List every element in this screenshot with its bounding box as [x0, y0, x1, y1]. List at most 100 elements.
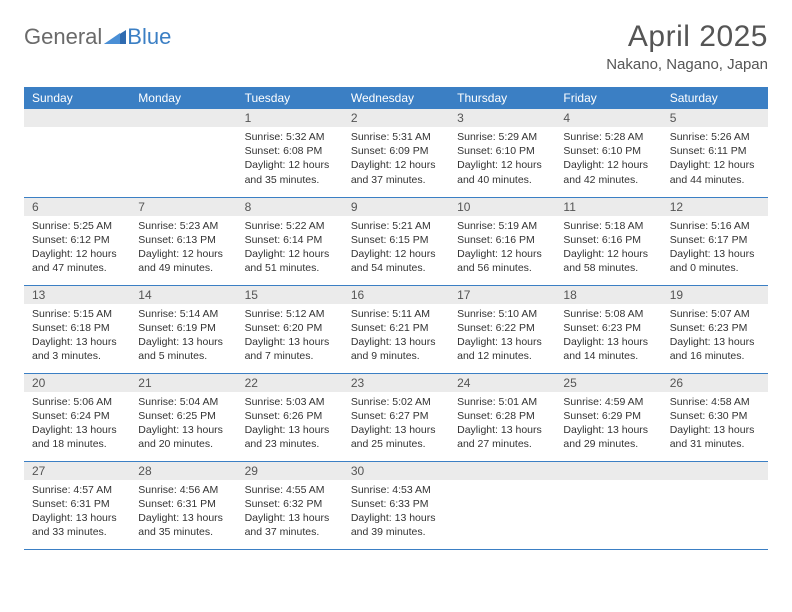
day-details: Sunrise: 5:22 AMSunset: 6:14 PMDaylight:…	[237, 216, 343, 280]
calendar-cell: 9Sunrise: 5:21 AMSunset: 6:15 PMDaylight…	[343, 197, 449, 285]
day-details: Sunrise: 4:57 AMSunset: 6:31 PMDaylight:…	[24, 480, 130, 544]
day-details: Sunrise: 5:31 AMSunset: 6:09 PMDaylight:…	[343, 127, 449, 191]
day-number: 25	[555, 374, 661, 392]
calendar-cell: 2Sunrise: 5:31 AMSunset: 6:09 PMDaylight…	[343, 109, 449, 197]
day-details: Sunrise: 5:11 AMSunset: 6:21 PMDaylight:…	[343, 304, 449, 368]
calendar-cell: 28Sunrise: 4:56 AMSunset: 6:31 PMDayligh…	[130, 461, 236, 549]
day-number: 2	[343, 109, 449, 127]
brand-part1: General	[24, 24, 102, 50]
calendar-cell: 18Sunrise: 5:08 AMSunset: 6:23 PMDayligh…	[555, 285, 661, 373]
day-number: 21	[130, 374, 236, 392]
calendar-row: 6Sunrise: 5:25 AMSunset: 6:12 PMDaylight…	[24, 197, 768, 285]
day-details: Sunrise: 5:15 AMSunset: 6:18 PMDaylight:…	[24, 304, 130, 368]
day-details: Sunrise: 5:21 AMSunset: 6:15 PMDaylight:…	[343, 216, 449, 280]
day-details: Sunrise: 4:55 AMSunset: 6:32 PMDaylight:…	[237, 480, 343, 544]
calendar-cell: 30Sunrise: 4:53 AMSunset: 6:33 PMDayligh…	[343, 461, 449, 549]
calendar-cell: 17Sunrise: 5:10 AMSunset: 6:22 PMDayligh…	[449, 285, 555, 373]
weekday-header: Monday	[130, 87, 236, 109]
day-number: 29	[237, 462, 343, 480]
calendar-cell: 19Sunrise: 5:07 AMSunset: 6:23 PMDayligh…	[662, 285, 768, 373]
calendar-cell: 1Sunrise: 5:32 AMSunset: 6:08 PMDaylight…	[237, 109, 343, 197]
calendar-cell: 7Sunrise: 5:23 AMSunset: 6:13 PMDaylight…	[130, 197, 236, 285]
calendar-cell: 13Sunrise: 5:15 AMSunset: 6:18 PMDayligh…	[24, 285, 130, 373]
day-number: 6	[24, 198, 130, 216]
calendar-cell	[662, 461, 768, 549]
calendar-cell	[130, 109, 236, 197]
calendar-cell	[555, 461, 661, 549]
day-details: Sunrise: 5:16 AMSunset: 6:17 PMDaylight:…	[662, 216, 768, 280]
day-number: 28	[130, 462, 236, 480]
month-title: April 2025	[606, 20, 768, 54]
title-block: April 2025 Nakano, Nagano, Japan	[606, 20, 768, 73]
day-details: Sunrise: 4:56 AMSunset: 6:31 PMDaylight:…	[130, 480, 236, 544]
weekday-header: Friday	[555, 87, 661, 109]
calendar-cell: 23Sunrise: 5:02 AMSunset: 6:27 PMDayligh…	[343, 373, 449, 461]
day-number: 26	[662, 374, 768, 392]
day-number: 27	[24, 462, 130, 480]
calendar-cell: 4Sunrise: 5:28 AMSunset: 6:10 PMDaylight…	[555, 109, 661, 197]
weekday-header: Thursday	[449, 87, 555, 109]
day-details: Sunrise: 5:23 AMSunset: 6:13 PMDaylight:…	[130, 216, 236, 280]
day-details: Sunrise: 5:18 AMSunset: 6:16 PMDaylight:…	[555, 216, 661, 280]
calendar-cell: 14Sunrise: 5:14 AMSunset: 6:19 PMDayligh…	[130, 285, 236, 373]
day-number: 20	[24, 374, 130, 392]
brand-part2: Blue	[127, 24, 171, 50]
day-details: Sunrise: 5:01 AMSunset: 6:28 PMDaylight:…	[449, 392, 555, 456]
calendar-cell: 15Sunrise: 5:12 AMSunset: 6:20 PMDayligh…	[237, 285, 343, 373]
calendar-cell: 11Sunrise: 5:18 AMSunset: 6:16 PMDayligh…	[555, 197, 661, 285]
day-details: Sunrise: 4:59 AMSunset: 6:29 PMDaylight:…	[555, 392, 661, 456]
calendar-row: 20Sunrise: 5:06 AMSunset: 6:24 PMDayligh…	[24, 373, 768, 461]
calendar-row: 27Sunrise: 4:57 AMSunset: 6:31 PMDayligh…	[24, 461, 768, 549]
calendar-cell: 16Sunrise: 5:11 AMSunset: 6:21 PMDayligh…	[343, 285, 449, 373]
day-number: 5	[662, 109, 768, 127]
day-number: 3	[449, 109, 555, 127]
header: General Blue April 2025 Nakano, Nagano, …	[24, 20, 768, 73]
day-details: Sunrise: 5:02 AMSunset: 6:27 PMDaylight:…	[343, 392, 449, 456]
calendar-cell: 27Sunrise: 4:57 AMSunset: 6:31 PMDayligh…	[24, 461, 130, 549]
weekday-header: Sunday	[24, 87, 130, 109]
day-details: Sunrise: 5:29 AMSunset: 6:10 PMDaylight:…	[449, 127, 555, 191]
calendar-cell: 22Sunrise: 5:03 AMSunset: 6:26 PMDayligh…	[237, 373, 343, 461]
day-details: Sunrise: 5:28 AMSunset: 6:10 PMDaylight:…	[555, 127, 661, 191]
day-details: Sunrise: 5:06 AMSunset: 6:24 PMDaylight:…	[24, 392, 130, 456]
calendar-cell: 6Sunrise: 5:25 AMSunset: 6:12 PMDaylight…	[24, 197, 130, 285]
weekday-header-row: Sunday Monday Tuesday Wednesday Thursday…	[24, 87, 768, 109]
day-number: 24	[449, 374, 555, 392]
weekday-header: Saturday	[662, 87, 768, 109]
day-number: 12	[662, 198, 768, 216]
day-details: Sunrise: 5:26 AMSunset: 6:11 PMDaylight:…	[662, 127, 768, 191]
calendar-cell: 5Sunrise: 5:26 AMSunset: 6:11 PMDaylight…	[662, 109, 768, 197]
day-number: 15	[237, 286, 343, 304]
day-number: 9	[343, 198, 449, 216]
calendar-cell: 20Sunrise: 5:06 AMSunset: 6:24 PMDayligh…	[24, 373, 130, 461]
location: Nakano, Nagano, Japan	[606, 56, 768, 73]
weekday-header: Tuesday	[237, 87, 343, 109]
day-details: Sunrise: 5:19 AMSunset: 6:16 PMDaylight:…	[449, 216, 555, 280]
day-number: 14	[130, 286, 236, 304]
day-details: Sunrise: 5:25 AMSunset: 6:12 PMDaylight:…	[24, 216, 130, 280]
calendar-cell: 3Sunrise: 5:29 AMSunset: 6:10 PMDaylight…	[449, 109, 555, 197]
day-details: Sunrise: 5:14 AMSunset: 6:19 PMDaylight:…	[130, 304, 236, 368]
day-number: 10	[449, 198, 555, 216]
day-number: 23	[343, 374, 449, 392]
calendar-cell: 24Sunrise: 5:01 AMSunset: 6:28 PMDayligh…	[449, 373, 555, 461]
calendar-cell	[449, 461, 555, 549]
day-number: 16	[343, 286, 449, 304]
day-details: Sunrise: 5:32 AMSunset: 6:08 PMDaylight:…	[237, 127, 343, 191]
calendar-cell: 26Sunrise: 4:58 AMSunset: 6:30 PMDayligh…	[662, 373, 768, 461]
weekday-header: Wednesday	[343, 87, 449, 109]
day-number: 22	[237, 374, 343, 392]
day-details: Sunrise: 5:10 AMSunset: 6:22 PMDaylight:…	[449, 304, 555, 368]
calendar-cell: 10Sunrise: 5:19 AMSunset: 6:16 PMDayligh…	[449, 197, 555, 285]
day-number: 30	[343, 462, 449, 480]
day-number: 1	[237, 109, 343, 127]
day-number: 17	[449, 286, 555, 304]
day-details: Sunrise: 5:12 AMSunset: 6:20 PMDaylight:…	[237, 304, 343, 368]
day-number: 13	[24, 286, 130, 304]
day-number: 11	[555, 198, 661, 216]
calendar-cell	[24, 109, 130, 197]
calendar-row: 1Sunrise: 5:32 AMSunset: 6:08 PMDaylight…	[24, 109, 768, 197]
calendar-cell: 8Sunrise: 5:22 AMSunset: 6:14 PMDaylight…	[237, 197, 343, 285]
day-number: 19	[662, 286, 768, 304]
day-number: 8	[237, 198, 343, 216]
